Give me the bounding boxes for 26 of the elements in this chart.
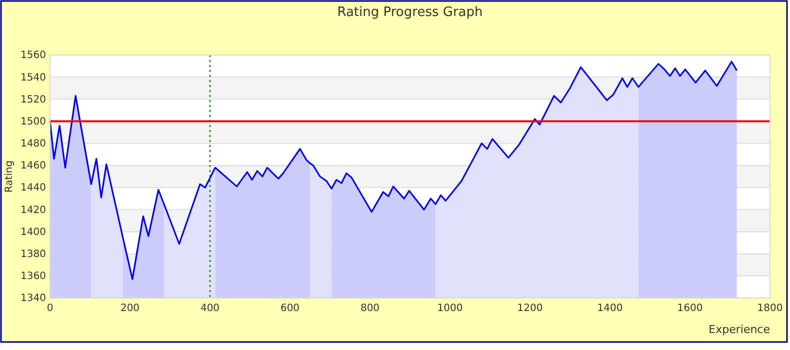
x-tick-label: 400 bbox=[200, 303, 220, 314]
y-tick-label: 1560 bbox=[20, 50, 46, 62]
x-tick-label: 200 bbox=[120, 303, 140, 314]
y-tick-label: 1460 bbox=[20, 160, 46, 172]
chart-title: Rating Progress Graph bbox=[337, 5, 483, 20]
y-tick-label: 1440 bbox=[20, 182, 46, 194]
x-tick-label: 1800 bbox=[757, 303, 783, 314]
y-tick-label: 1400 bbox=[20, 226, 46, 238]
x-tick-label: 600 bbox=[280, 303, 300, 314]
x-tick-label: 1600 bbox=[677, 303, 703, 314]
y-tick-label: 1340 bbox=[20, 293, 46, 304]
y-axis-title: Rating bbox=[4, 160, 15, 193]
y-tick-label: 1520 bbox=[20, 94, 46, 106]
y-tick-label: 1540 bbox=[20, 72, 46, 84]
x-tick-label: 1200 bbox=[517, 303, 543, 314]
y-tick-label: 1480 bbox=[20, 138, 46, 150]
x-tick-label: 0 bbox=[46, 303, 54, 314]
x-tick-label: 800 bbox=[360, 303, 380, 314]
y-tick-label: 1420 bbox=[20, 204, 46, 216]
line-series bbox=[49, 60, 738, 280]
y-tick-label: 1500 bbox=[20, 116, 46, 128]
x-tick-label: 1000 bbox=[437, 303, 463, 314]
y-tick-label: 1380 bbox=[20, 249, 46, 260]
x-tick-label: 1400 bbox=[597, 303, 623, 314]
y-tick-label: 1360 bbox=[20, 271, 46, 282]
x-axis-title: Experience bbox=[708, 323, 770, 336]
